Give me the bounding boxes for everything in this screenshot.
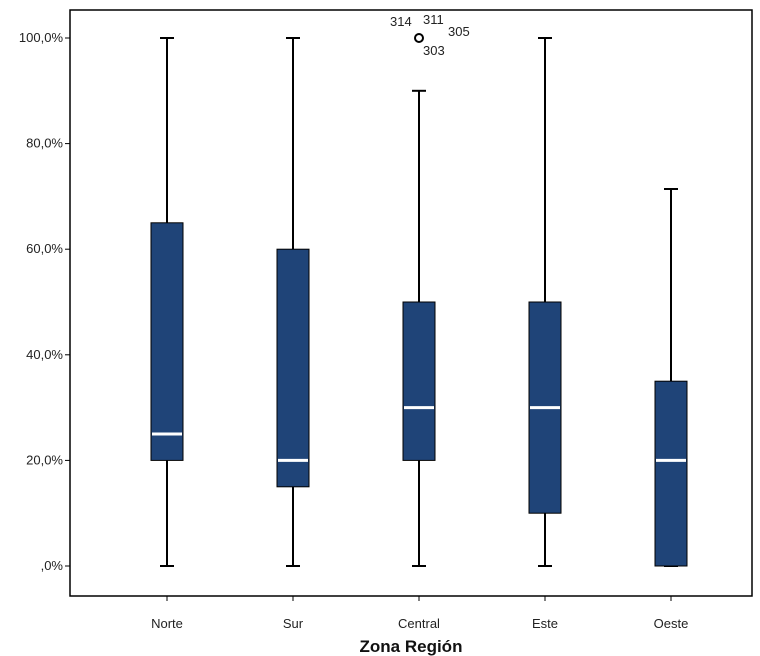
- x-axis-title: Zona Región: [360, 637, 463, 656]
- outlier-id-label: 311: [423, 12, 444, 27]
- outlier-id-label: 303: [423, 43, 445, 58]
- x-axis: Norte Sur Central Este Oeste: [151, 596, 688, 631]
- x-tick-label-sur: Sur: [283, 616, 304, 631]
- x-tick-label-central: Central: [398, 616, 440, 631]
- outlier-point: [414, 33, 424, 43]
- iqr-box: [654, 380, 688, 567]
- iqr-box: [150, 222, 184, 461]
- plot-area-frame: [69, 9, 753, 597]
- box-este: [528, 37, 562, 567]
- x-tick-label-norte: Norte: [151, 616, 183, 631]
- y-axis: ,0% 20,0% 40,0% 60,0% 80,0% 100,0%: [19, 30, 70, 573]
- outlier-id-label: 305: [448, 24, 470, 39]
- boxes: [150, 37, 688, 567]
- iqr-box: [276, 248, 310, 488]
- box-sur: [276, 37, 310, 567]
- iqr-box: [402, 301, 436, 461]
- x-tick-label-oeste: Oeste: [654, 616, 689, 631]
- y-tick-label: 20,0%: [26, 452, 63, 467]
- outlier-id-label: 314: [390, 14, 412, 29]
- box-norte: [150, 37, 184, 567]
- box-central: [402, 89, 436, 567]
- box-oeste: [654, 188, 688, 567]
- y-tick-label: 80,0%: [26, 136, 63, 151]
- y-tick-label: 100,0%: [19, 30, 64, 45]
- y-tick-label: ,0%: [41, 558, 64, 573]
- y-tick-label: 40,0%: [26, 347, 63, 362]
- y-tick-label: 60,0%: [26, 241, 63, 256]
- x-tick-label-este: Este: [532, 616, 558, 631]
